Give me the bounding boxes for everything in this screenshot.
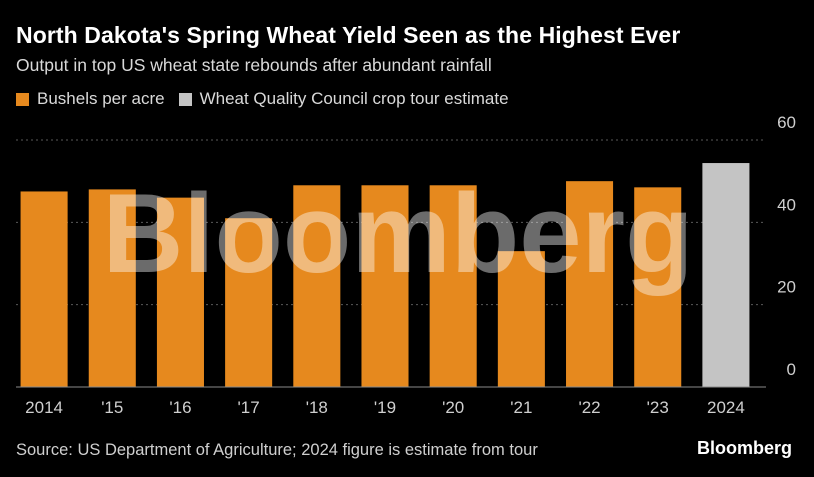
estimate-bar-2024 bbox=[702, 163, 750, 387]
legend-label-estimate: Wheat Quality Council crop tour estimate bbox=[199, 89, 509, 108]
x-tick-label: '20 bbox=[442, 398, 464, 417]
bar-18 bbox=[293, 185, 341, 387]
bar-17 bbox=[225, 218, 273, 387]
bars bbox=[20, 163, 750, 387]
bloomberg-watermark: Bloomberg bbox=[102, 171, 693, 296]
x-tick-label: '16 bbox=[169, 398, 191, 417]
legend-item-bushels: Bushels per acre bbox=[16, 89, 165, 109]
bar-19 bbox=[361, 185, 409, 387]
bloomberg-logo: Bloomberg bbox=[696, 438, 792, 458]
bar-23 bbox=[634, 187, 682, 387]
x-tick-label: 2014 bbox=[25, 398, 63, 417]
y-tick-label: 0 bbox=[787, 360, 796, 379]
bar-2014 bbox=[20, 191, 68, 387]
bar-16 bbox=[156, 197, 204, 387]
x-tick-label: '18 bbox=[306, 398, 328, 417]
y-tick-label: 60 bbox=[777, 113, 796, 132]
x-tick-label: 2024 bbox=[707, 398, 745, 417]
x-tick-label: '21 bbox=[510, 398, 532, 417]
x-tick-label: '17 bbox=[238, 398, 260, 417]
axes: 0 20 40 60 2014 '15 '16 '17 '18 '19 '20 '21 '22 '23 20… bbox=[16, 113, 796, 417]
legend-label-bushels: Bushels per acre bbox=[37, 89, 165, 108]
chart-subtitle: Output in top US wheat state rebounds af… bbox=[16, 55, 492, 75]
y-tick-label: 20 bbox=[777, 278, 796, 297]
legend: Bushels per acre Wheat Quality Council c… bbox=[16, 89, 523, 109]
x-tick-label: '15 bbox=[101, 398, 123, 417]
legend-item-estimate: Wheat Quality Council crop tour estimate bbox=[178, 89, 509, 109]
x-tick-label: '19 bbox=[374, 398, 396, 417]
bar-15 bbox=[88, 189, 136, 387]
bar-21 bbox=[497, 251, 545, 387]
legend-swatch-estimate bbox=[178, 92, 192, 106]
x-tick-label: '23 bbox=[647, 398, 669, 417]
legend-swatch-bushels bbox=[16, 92, 29, 106]
x-tick-label: '22 bbox=[578, 398, 600, 417]
source-note: Source: US Department of Agriculture; 20… bbox=[16, 441, 538, 459]
bar-20 bbox=[429, 185, 477, 387]
chart-title: North Dakota's Spring Wheat Yield Seen a… bbox=[16, 22, 681, 48]
y-tick-label: 40 bbox=[777, 195, 796, 214]
bar-22 bbox=[566, 181, 614, 387]
